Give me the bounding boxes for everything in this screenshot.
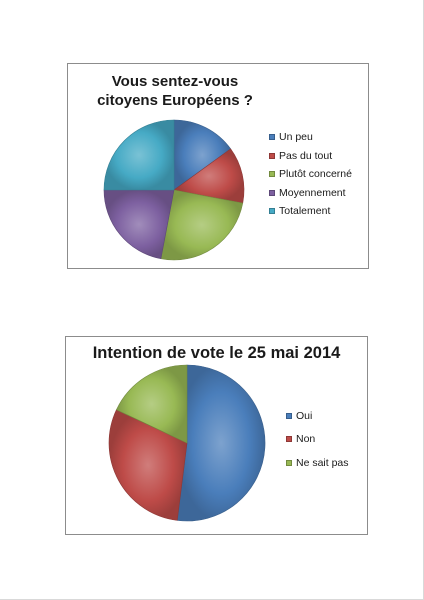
pie-slice-moyennement (103, 189, 175, 260)
legend-swatch (286, 436, 292, 443)
pie-chart (108, 364, 266, 522)
legend-label: Moyennement (279, 186, 346, 199)
legend-item: Totalement (269, 202, 352, 221)
pie-chart (103, 119, 245, 261)
legend-swatch (269, 134, 275, 141)
chart-legend: Oui Non Ne sait pas (286, 404, 349, 475)
legend-item: Moyennement (269, 184, 352, 203)
legend-label: Plutôt concerné (279, 168, 352, 181)
legend-swatch (269, 189, 275, 196)
chart-vote-intention: Intention de vote le 25 mai 2014 Oui Non N… (65, 336, 368, 535)
chart-title: Vous sentez-vous citoyens Européens ? (97, 73, 253, 109)
legend-swatch (269, 171, 275, 178)
legend-item: Oui (286, 404, 349, 428)
pie-slice-plut-t-concern- (160, 189, 244, 261)
pie-slice-non (108, 409, 188, 521)
pie-slice-oui (176, 364, 266, 522)
legend-label: Oui (296, 409, 313, 422)
legend-label: Ne sait pas (296, 456, 349, 469)
legend-swatch (286, 412, 292, 419)
legend-item: Plutôt concerné (269, 165, 352, 184)
legend-swatch (286, 459, 292, 466)
legend-item: Pas du tout (269, 147, 352, 166)
pie-slice-ne-sait-pas (116, 364, 188, 444)
legend-swatch (269, 152, 275, 159)
chart-title: Intention de vote le 25 mai 2014 (92, 344, 341, 362)
legend-label: Non (296, 433, 316, 446)
legend-swatch (269, 208, 275, 215)
legend-item: Un peu (269, 128, 352, 147)
chart-legend: Un peu Pas du tout Plutôt concerné Moyennem… (269, 128, 352, 221)
chart-citizenship: Vous sentez-vous citoyens Européens ? Un… (67, 63, 369, 269)
legend-label: Totalement (279, 205, 331, 218)
pie-slice-un-peu (173, 119, 232, 191)
legend-item: Non (286, 428, 349, 452)
pie-slice-totalement (103, 119, 175, 191)
legend-label: Pas du tout (279, 149, 333, 162)
legend-label: Un peu (279, 131, 313, 144)
pie-slice-pas-du-tout (173, 148, 245, 204)
legend-item: Ne sait pas (286, 451, 349, 475)
